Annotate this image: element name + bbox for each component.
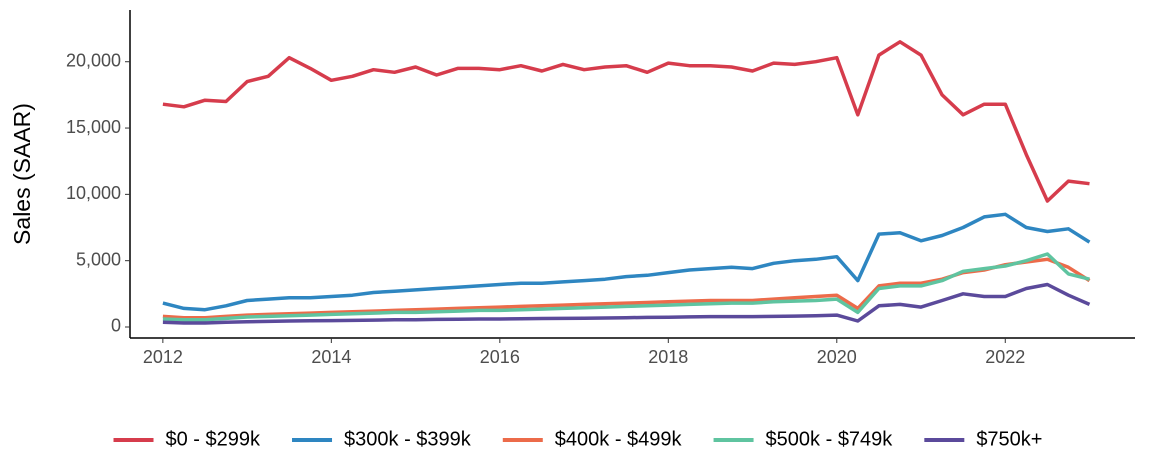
x-tick-label: 2022 [985,347,1025,367]
y-tick-label: 20,000 [66,50,121,70]
series-line [162,282,1091,325]
y-axis-title: Sales (SAAR) [9,103,35,245]
y-tick-label: 0 [111,316,121,336]
legend-text: $0 - $299k [166,428,262,450]
legend-text: $300k - $399k [344,428,472,450]
x-tick-label: 2016 [480,347,520,367]
x-tick-label: 2020 [817,347,857,367]
x-tick-label: 2018 [648,347,688,367]
series-line [162,40,1090,203]
y-tick-label: 10,000 [66,183,121,203]
x-tick-label: 2014 [311,347,351,367]
x-tick-label: 2012 [143,347,183,367]
series-line [162,212,1091,312]
legend-text: $750k+ [976,428,1042,450]
y-tick-label: 5,000 [76,249,121,269]
series-line [162,257,1091,320]
y-tick-label: 15,000 [66,117,121,137]
series-line [162,252,1090,322]
legend-text: $500k - $749k [766,428,894,450]
legend-text: $400k - $499k [555,428,683,450]
